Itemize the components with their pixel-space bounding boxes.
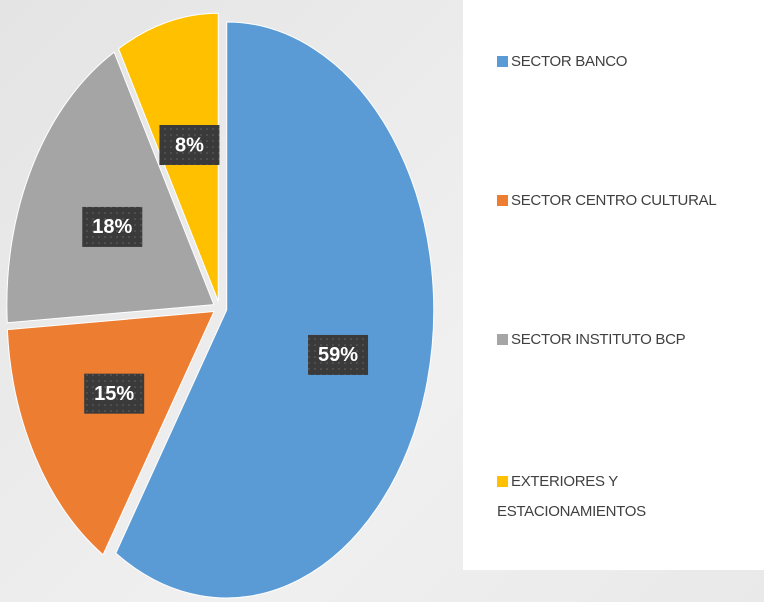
data-label-box [84, 373, 145, 414]
legend-label: SECTOR INSTITUTO BCP [511, 331, 686, 348]
legend-item: SECTOR BANCO [497, 47, 764, 77]
legend-label: SECTOR BANCO [511, 53, 628, 70]
data-label-box [308, 334, 369, 375]
legend-item: SECTOR CENTRO CULTURAL [497, 186, 764, 216]
data-label-text: 8% [175, 134, 204, 156]
legend-swatch [497, 476, 508, 487]
data-label-text: 18% [92, 216, 132, 238]
data-label-text: 59% [318, 344, 358, 366]
data-label: 8% [159, 125, 220, 166]
legend-item: EXTERIORES Y ESTACIONAMIENTOS [497, 467, 764, 527]
legend-item: SECTOR INSTITUTO BCP [497, 325, 764, 355]
data-label: 18% [82, 206, 143, 247]
pie-slice [115, 21, 435, 599]
pie-slice [6, 51, 215, 324]
data-label-text: 15% [94, 383, 134, 405]
legend-label: SECTOR CENTRO CULTURAL [511, 192, 717, 209]
legend-swatch [497, 56, 508, 67]
legend-swatch [497, 195, 508, 206]
legend: SECTOR BANCO SECTOR CENTRO CULTURAL SECTOR… [463, 0, 764, 570]
legend-swatch [497, 334, 508, 345]
data-label: 15% [84, 373, 145, 414]
data-label: 59% [308, 334, 369, 375]
data-label-box [159, 125, 220, 166]
data-label-box [82, 206, 143, 247]
pie-slice [6, 310, 215, 556]
legend-label: EXTERIORES Y ESTACIONAMIENTOS [497, 473, 646, 520]
